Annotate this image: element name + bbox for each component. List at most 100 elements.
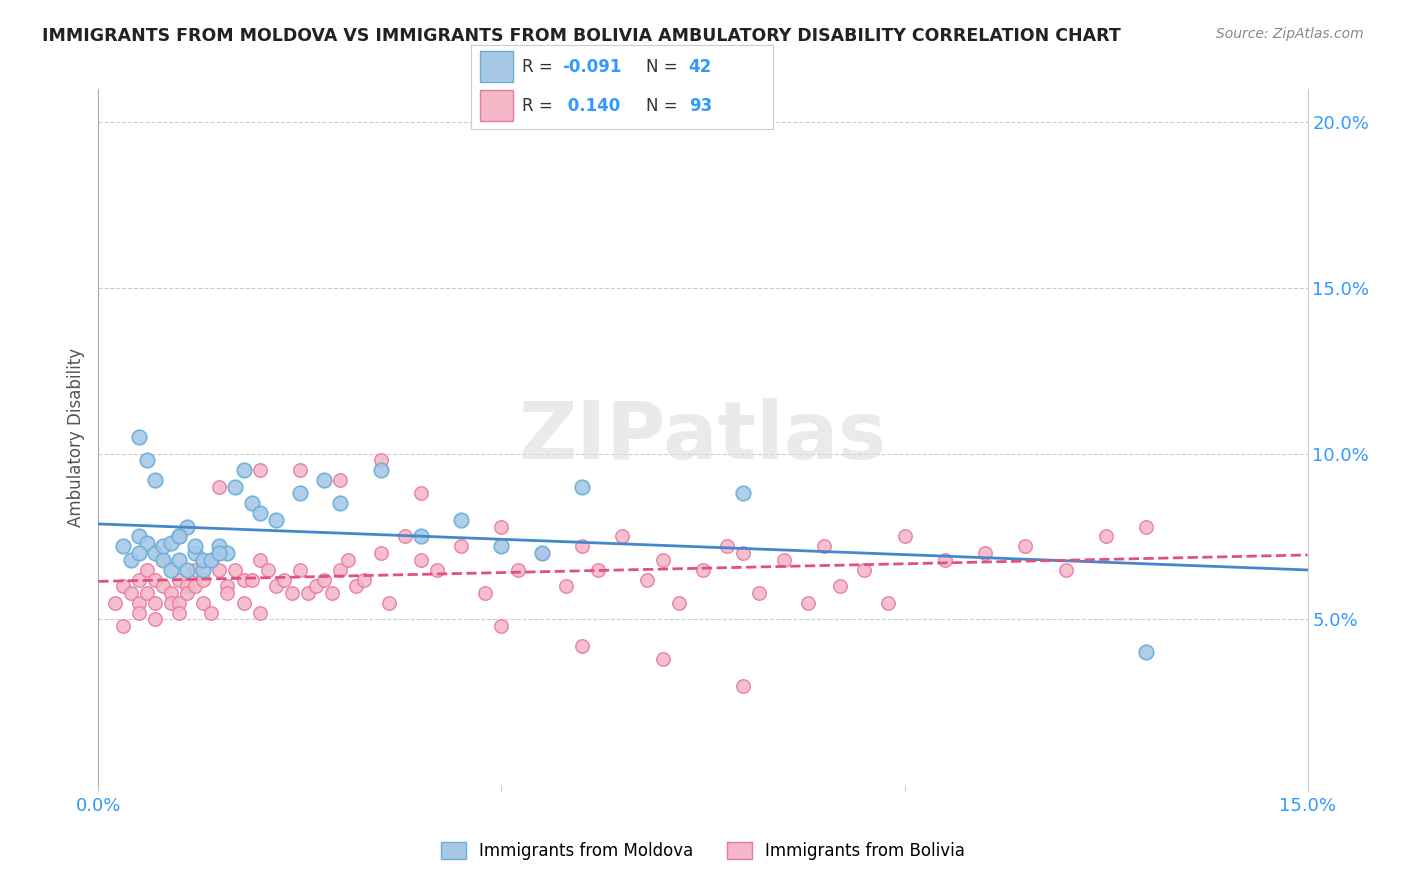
Point [314, 473, 336, 487]
Point [224, 480, 246, 494]
Text: -0.091: -0.091 [562, 58, 621, 76]
Point [143, 612, 166, 626]
Y-axis label: Ambulatory Disability: Ambulatory Disability [66, 348, 84, 526]
Point [491, 519, 513, 533]
Point [530, 546, 553, 560]
Point [217, 579, 239, 593]
Point [176, 519, 198, 533]
Point [692, 563, 714, 577]
Point [184, 579, 207, 593]
Point [232, 596, 254, 610]
Point [1014, 540, 1036, 554]
Point [1095, 529, 1118, 543]
Point [160, 586, 183, 600]
Point [217, 586, 239, 600]
Point [240, 496, 263, 510]
Point [240, 573, 263, 587]
Point [193, 552, 215, 566]
Point [249, 463, 271, 477]
Point [208, 540, 231, 554]
Point [167, 606, 190, 620]
Point [224, 563, 246, 577]
Point [176, 586, 198, 600]
Point [193, 563, 215, 577]
Point [586, 563, 609, 577]
Point [426, 563, 449, 577]
Point [273, 573, 295, 587]
Point [152, 552, 174, 566]
Point [176, 563, 198, 577]
Point [474, 586, 496, 600]
Point [135, 453, 157, 467]
Point [314, 573, 336, 587]
Point [184, 546, 207, 560]
Point [409, 552, 432, 566]
Point [152, 552, 174, 566]
Text: 93: 93 [689, 96, 711, 114]
Point [370, 463, 392, 477]
Point [636, 573, 658, 587]
Point [200, 552, 222, 566]
Point [232, 573, 254, 587]
Point [651, 552, 673, 566]
Point [748, 586, 770, 600]
Point [491, 540, 513, 554]
Point [288, 486, 311, 500]
Point [143, 596, 166, 610]
Point [264, 579, 287, 593]
Point [184, 563, 207, 577]
Point [135, 536, 157, 550]
Point [249, 606, 271, 620]
Point [409, 529, 432, 543]
Point [733, 679, 755, 693]
Point [152, 540, 174, 554]
Point [651, 652, 673, 666]
Point [612, 529, 634, 543]
Point [193, 596, 215, 610]
Point [200, 552, 222, 566]
Point [160, 563, 183, 577]
Point [394, 529, 416, 543]
Point [208, 563, 231, 577]
Point [813, 540, 835, 554]
Point [200, 606, 222, 620]
Point [974, 546, 997, 560]
Point [877, 596, 900, 610]
Point [353, 573, 375, 587]
Point [264, 513, 287, 527]
Point [120, 586, 142, 600]
Point [288, 563, 311, 577]
Point [167, 529, 190, 543]
Point [217, 546, 239, 560]
Point [344, 579, 367, 593]
Point [1135, 519, 1157, 533]
Text: 0.140: 0.140 [562, 96, 620, 114]
Point [128, 529, 150, 543]
Bar [479, 52, 513, 82]
Point [409, 486, 432, 500]
Point [111, 619, 134, 633]
Point [135, 563, 157, 577]
Point [128, 430, 150, 444]
Point [571, 540, 593, 554]
Text: R =: R = [523, 58, 558, 76]
Point [120, 552, 142, 566]
Text: ZIPatlas: ZIPatlas [519, 398, 887, 476]
Point [772, 552, 794, 566]
Point [297, 586, 319, 600]
Point [555, 579, 578, 593]
Point [305, 579, 328, 593]
Point [176, 579, 198, 593]
Point [152, 579, 174, 593]
Point [167, 529, 190, 543]
Text: N =: N = [647, 58, 683, 76]
Point [103, 596, 125, 610]
Point [160, 536, 183, 550]
Point [167, 596, 190, 610]
Point [249, 506, 271, 520]
Text: IMMIGRANTS FROM MOLDOVA VS IMMIGRANTS FROM BOLIVIA AMBULATORY DISABILITY CORRELA: IMMIGRANTS FROM MOLDOVA VS IMMIGRANTS FR… [42, 27, 1121, 45]
Point [184, 540, 207, 554]
Point [571, 639, 593, 653]
Point [249, 552, 271, 566]
Point [329, 563, 352, 577]
